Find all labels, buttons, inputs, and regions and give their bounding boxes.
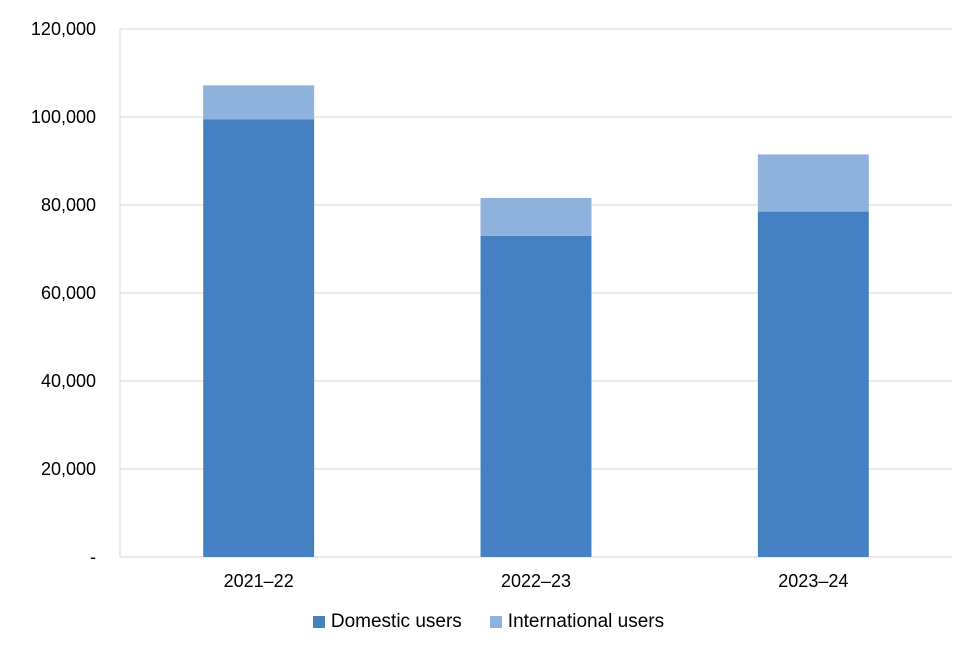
legend-item-international: International users <box>489 611 665 633</box>
y-tick-label-1: 20,000 <box>41 459 96 479</box>
y-tick-label-6: 120,000 <box>31 19 96 39</box>
y-tick-label-2: 40,000 <box>41 371 96 391</box>
legend-item-domestic: Domestic users <box>312 611 462 633</box>
x-tick-label-2: 2023–24 <box>778 571 848 591</box>
y-tick-label-3: 60,000 <box>41 283 96 303</box>
legend-label-domestic: Domestic users <box>330 611 462 632</box>
legend-label-international: International users <box>507 611 665 632</box>
bar-domestic-2 <box>757 211 869 557</box>
legend: Domestic users International users <box>0 611 977 633</box>
bar-international-1 <box>480 197 592 236</box>
y-tick-label-5: 100,000 <box>31 107 96 127</box>
y-tick-label-0: - <box>90 547 96 567</box>
bar-international-2 <box>757 154 869 212</box>
x-tick-label-0: 2021–22 <box>224 571 294 591</box>
x-tick-label-1: 2022–23 <box>501 571 571 591</box>
bar-domestic-0 <box>203 119 315 557</box>
y-tick-label-4: 80,000 <box>41 195 96 215</box>
legend-swatch-domestic <box>312 616 325 628</box>
legend-swatch-international <box>489 616 502 628</box>
bar-domestic-1 <box>480 235 592 558</box>
bar-international-0 <box>203 85 315 120</box>
